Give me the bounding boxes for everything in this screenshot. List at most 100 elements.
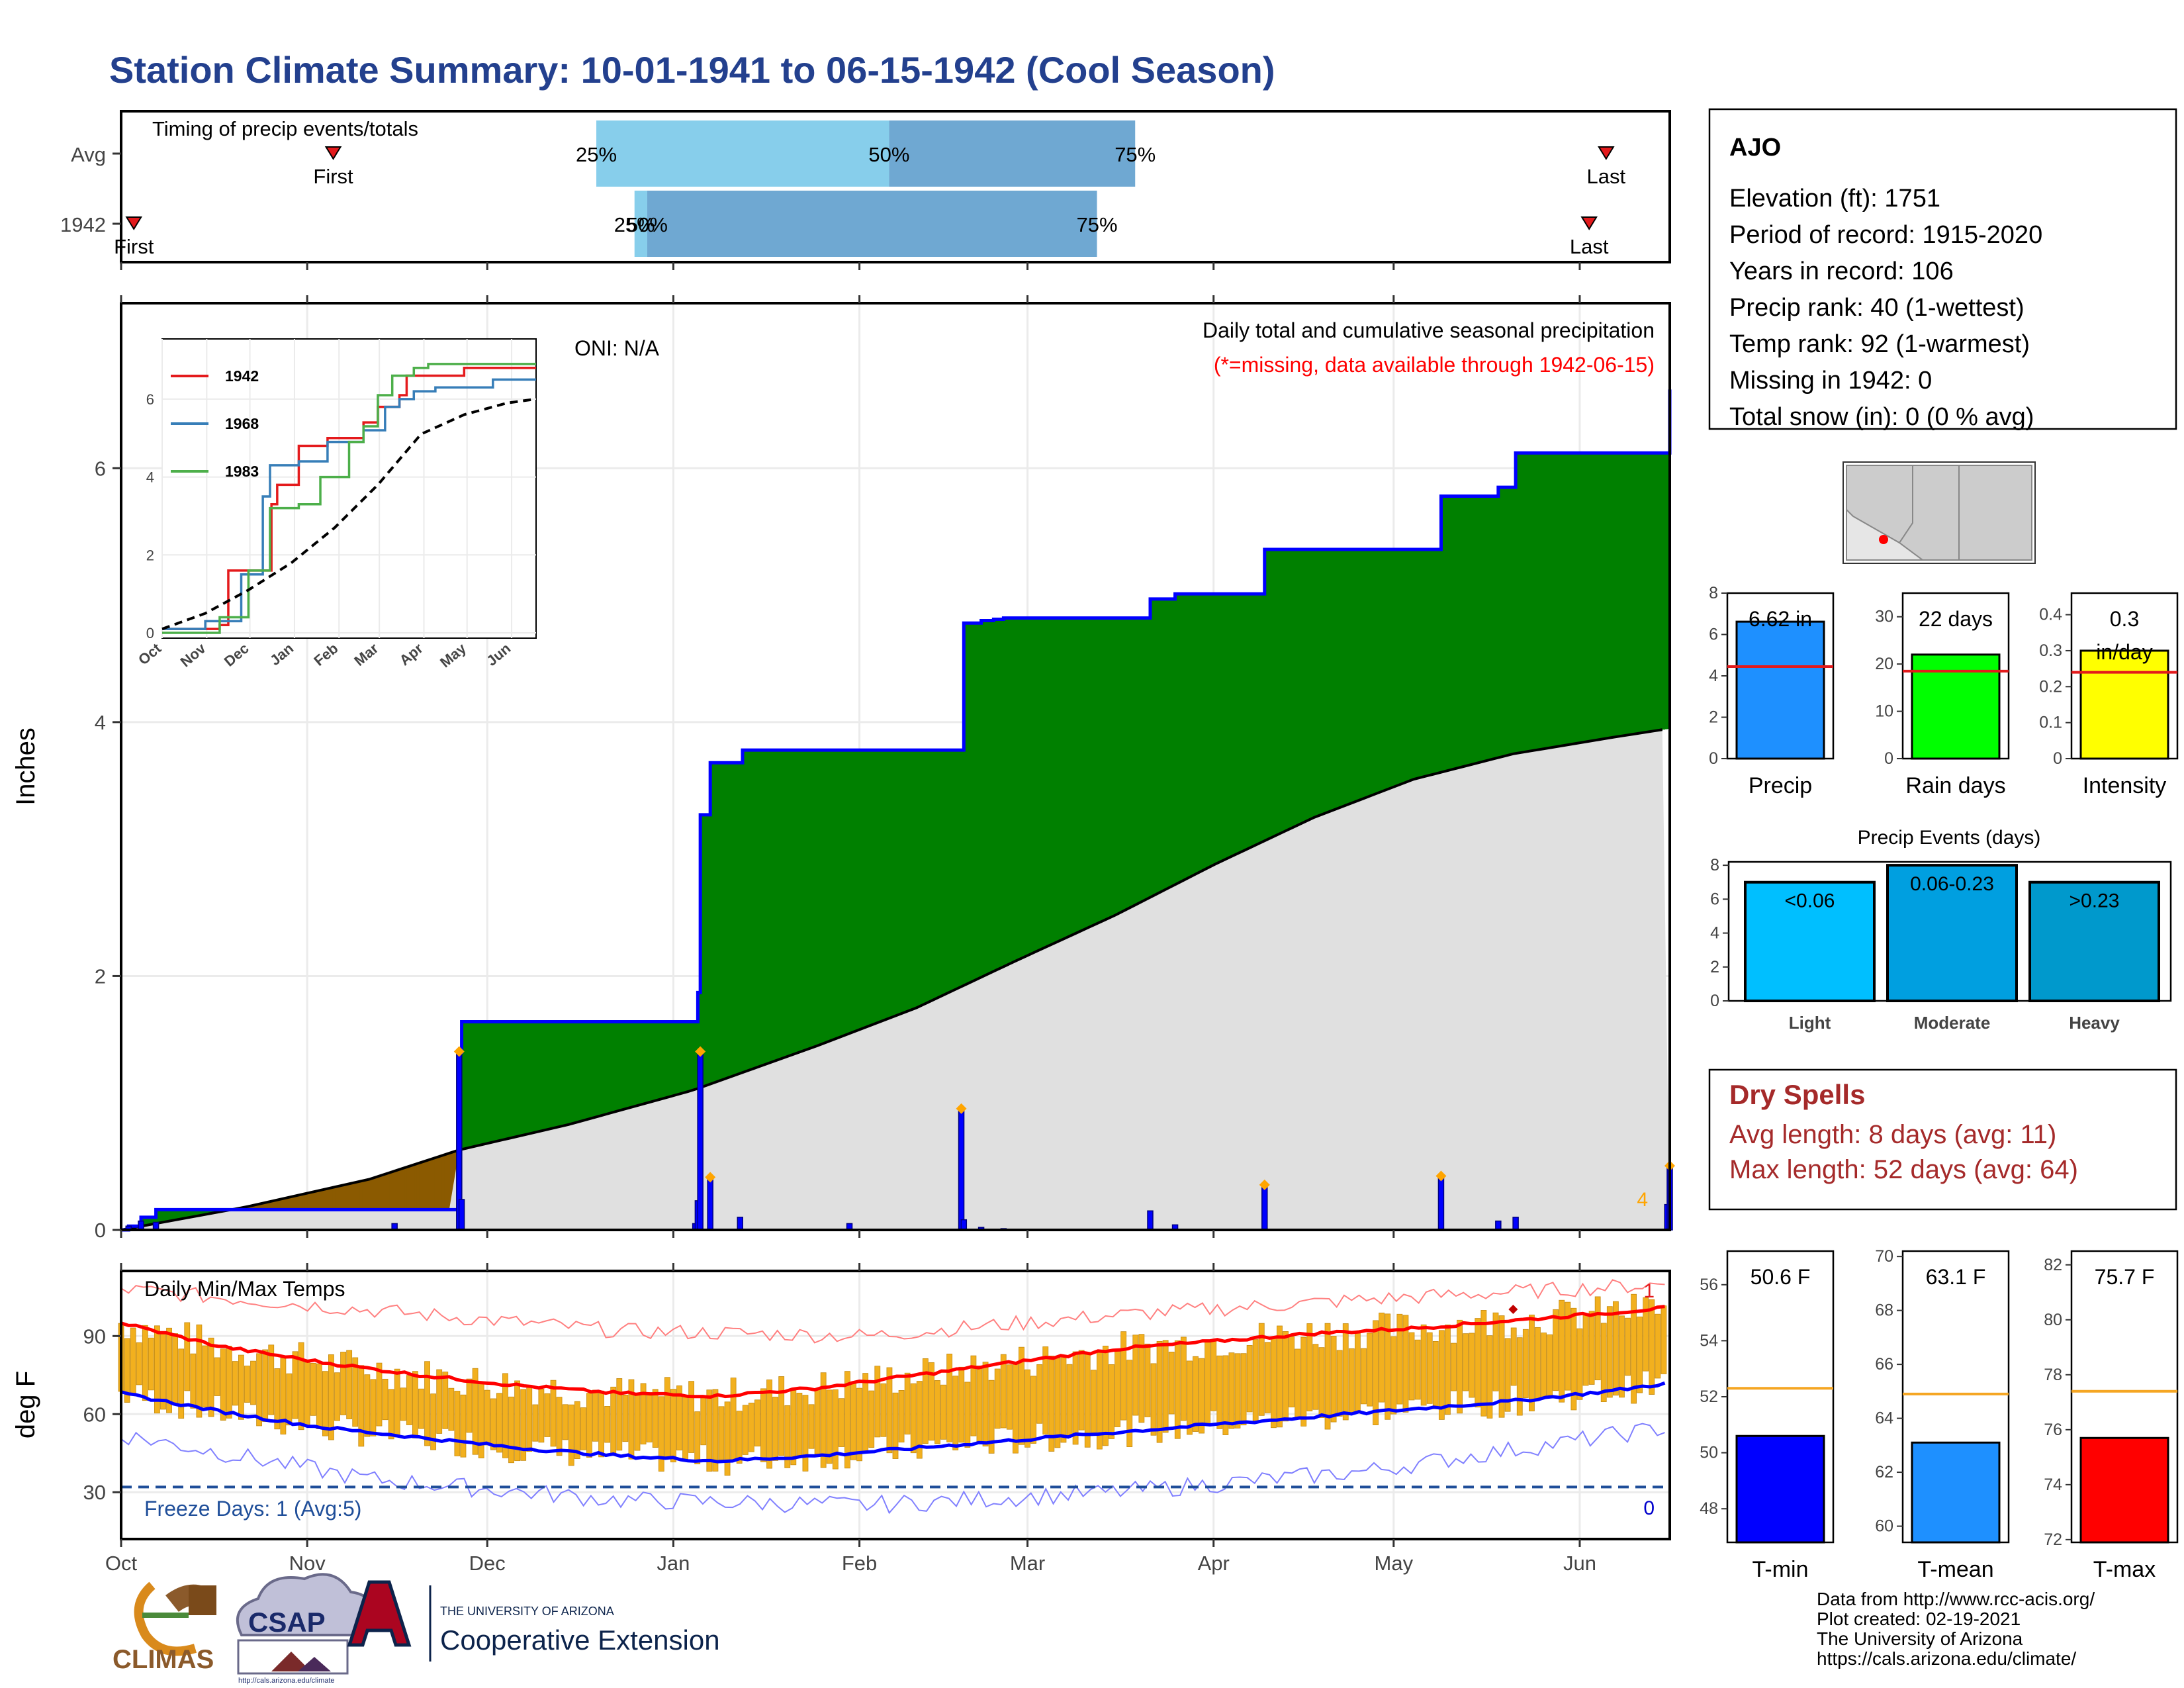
daily-temp-bar: [1205, 1341, 1211, 1425]
summary-y-tick: 76: [2044, 1421, 2062, 1439]
precip-events-chart: Precip Events (days) 0 2 4 6 8 <0.06 Light 0.06…: [1710, 827, 2172, 1033]
month-tick-label: Nov: [289, 1552, 326, 1575]
ua-big-text: Cooperative Extension: [440, 1624, 720, 1656]
daily-temp-bar: [946, 1353, 953, 1442]
summary-y-tick: 66: [1875, 1355, 1893, 1374]
summary-y-tick: 2: [1709, 708, 1718, 727]
daily-temp-bar: [514, 1380, 521, 1462]
daily-precip-bar: [707, 1177, 713, 1231]
precip-event-marker: [956, 1103, 967, 1114]
events-y-tick: 4: [1710, 924, 1719, 943]
daily-precip-bar: [1495, 1220, 1502, 1231]
daily-temp-bar: [580, 1407, 586, 1450]
timing-bar-upper: [889, 120, 1136, 187]
month-tick-label: Apr: [1198, 1552, 1230, 1575]
daily-temp-bar: [970, 1355, 977, 1436]
daily-temp-bar: [1643, 1297, 1649, 1372]
daily-temp-bar: [604, 1406, 611, 1443]
summary-bar: [2079, 649, 2169, 760]
daily-temp-bar: [136, 1342, 142, 1385]
daily-temp-bar: [454, 1391, 461, 1456]
summary-y-tick: 50: [1700, 1444, 1718, 1462]
daily-temp-bar: [934, 1380, 940, 1444]
daily-temp-bar: [1612, 1301, 1619, 1396]
missing-note: (*=missing, data available through 1942-…: [1214, 353, 1655, 377]
summary-y-tick: 62: [1875, 1463, 1893, 1481]
daily-temp-bar: [904, 1372, 911, 1434]
daily-temp-bar: [340, 1352, 346, 1415]
timing-marker: [324, 146, 342, 160]
footer-line: The University of Arizona: [1817, 1628, 2023, 1649]
daily-temp-bar: [1565, 1301, 1571, 1391]
station-info-line: Total snow (in): 0 (0 % avg): [1729, 403, 2034, 431]
daily-temp-bar: [1541, 1333, 1547, 1399]
inset-series-line: [162, 363, 536, 634]
summary-y-tick: 0.4: [2039, 606, 2062, 624]
daily-precip-bar: [1512, 1217, 1519, 1231]
daily-precip-bar: [1437, 1176, 1445, 1231]
daily-temp-bar: [1103, 1345, 1109, 1446]
daily-temp-bar: [556, 1397, 563, 1456]
summary-y-tick: 48: [1700, 1499, 1718, 1518]
timing-bar-upper: [647, 191, 1097, 257]
daily-temp-bar: [832, 1389, 839, 1470]
daily-temp-bar: [772, 1397, 779, 1461]
daily-temp-bar: [142, 1325, 148, 1401]
daily-temp-bar: [376, 1362, 383, 1427]
footer-line: Plot created: 02-19-2021: [1817, 1609, 2021, 1629]
daily-temp-bar: [1300, 1336, 1307, 1427]
daily-temp-bar: [526, 1387, 533, 1452]
summary-category-label: Rain days: [1905, 773, 2005, 798]
inset-series-line: [161, 397, 537, 630]
daily-temp-bar: [952, 1376, 959, 1450]
daily-temp-bar: [220, 1348, 226, 1421]
daily-temp-bar: [838, 1398, 844, 1447]
daily-temp-bar: [1516, 1337, 1523, 1416]
daily-temp-bar: [964, 1382, 971, 1448]
precip-count-label: 4: [1637, 1189, 1648, 1211]
daily-temp-bar: [1385, 1313, 1391, 1420]
month-tick-label: Jun: [1563, 1552, 1596, 1575]
inset-y-tick: 6: [146, 391, 154, 408]
daily-temp-bar: [1187, 1360, 1193, 1435]
timing-pct-label: 75%: [1076, 213, 1117, 236]
month-tick-label: Oct: [105, 1552, 138, 1575]
month-tick-label: Mar: [1010, 1552, 1045, 1575]
location-map: [1843, 461, 2036, 564]
summary-y-tick: 30: [1875, 608, 1893, 626]
summary-value-label: 6.62 in: [1749, 607, 1812, 631]
daily-temp-bar: [592, 1389, 598, 1442]
daily-temp-bar: [1426, 1332, 1433, 1404]
daily-temp-bar: [484, 1389, 490, 1446]
daily-temp-bar: [316, 1363, 322, 1430]
daily-temp-bar: [892, 1392, 899, 1459]
daily-temp-bar: [1264, 1342, 1271, 1413]
daily-temp-bar: [1649, 1299, 1655, 1395]
daily-temp-bar: [748, 1403, 754, 1452]
summary-bar-rain-days: 0 10 20 30 22 days Rain days: [1875, 592, 2010, 798]
inset-legend-label: 1942: [225, 367, 259, 385]
page-title: Station Climate Summary: 10-01-1941 to 0…: [109, 49, 1275, 91]
month-tick-label: Jan: [657, 1552, 690, 1575]
events-y-tick: 6: [1710, 890, 1719, 908]
daily-temp-bar: [736, 1411, 743, 1464]
daily-temp-bar: [1090, 1370, 1097, 1435]
precip-event-marker: [1259, 1179, 1270, 1190]
precip-panel-title: Daily total and cumulative seasonal prec…: [1203, 318, 1655, 342]
summary-y-tick: 82: [2044, 1256, 2062, 1274]
daily-temp-bar: [706, 1389, 713, 1472]
summary-category-label: T-min: [1752, 1557, 1809, 1582]
daily-temp-bar: [1451, 1342, 1457, 1391]
daily-temp-bar: [1390, 1336, 1397, 1415]
daily-temp-bar: [886, 1367, 893, 1454]
daily-temp-bar: [202, 1345, 208, 1408]
daily-temp-bar: [1655, 1313, 1661, 1379]
daily-temp-bar: [622, 1394, 629, 1442]
precip-panel: 0 2 4 6 Inches ONI: N/A Daily total and cum…: [11, 295, 1675, 1242]
summary-y-tick: 78: [2044, 1366, 2062, 1384]
summary-category-label: T-mean: [1917, 1557, 1993, 1582]
summary-bar-t-max: 72 74 76 78 80 82 75.7 F T-max: [2044, 1250, 2179, 1582]
daily-temp-bar: [754, 1399, 760, 1447]
timing-pct-label: 50%: [868, 143, 909, 166]
daily-temp-bar: [712, 1389, 719, 1472]
